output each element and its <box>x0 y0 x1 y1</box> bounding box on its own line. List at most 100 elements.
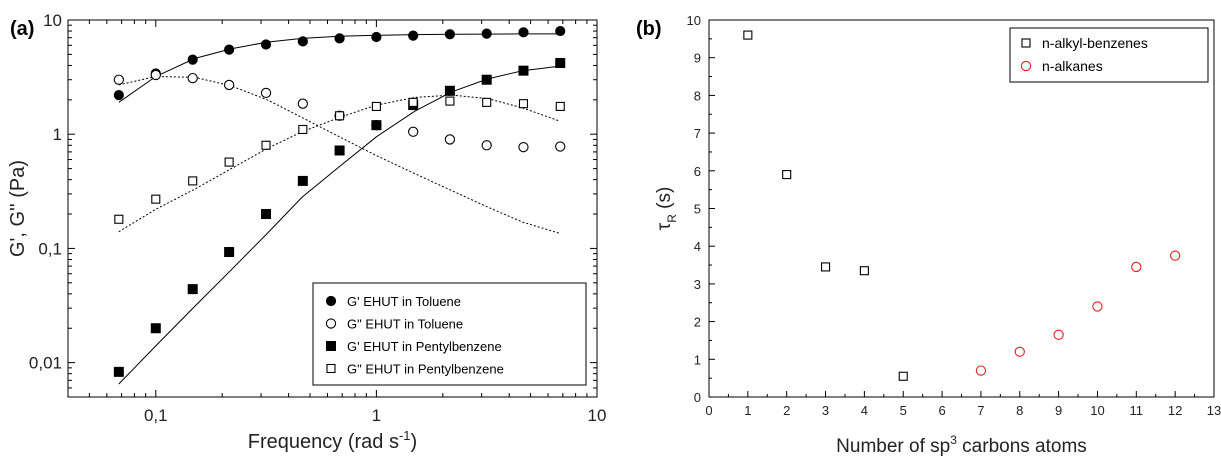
legend-marker <box>326 363 336 374</box>
legend-label: G" EHUT in Pentylbenzene <box>347 362 504 377</box>
y-tick-label: 4 <box>694 239 701 254</box>
legend-marker <box>326 341 336 351</box>
y-axis-label: G', G'' (Pa) <box>7 160 29 257</box>
data-point-series-2 <box>1014 346 1025 357</box>
y-tick-label: 0,01 <box>29 354 62 373</box>
y-tick-label: 6 <box>694 164 701 179</box>
y-tick-label: 0 <box>694 390 701 405</box>
legend-label: n-alkanes <box>1042 58 1103 74</box>
x-tick-label: 10 <box>588 406 607 425</box>
data-point-series-2 <box>113 74 124 85</box>
data-point-series-2 <box>408 126 419 137</box>
legend-marker <box>1021 38 1031 48</box>
chart-panel-a: 0,1 1 10 0,01 0,1 1 10 Frequency (rad s-1) G', G… <box>7 11 606 453</box>
x-axis-label: Number of sp3 carbons atoms <box>836 433 1087 457</box>
data-point-series-4 <box>445 96 455 106</box>
x-tick-label: 0,1 <box>144 406 168 425</box>
data-point-series-1 <box>859 266 869 276</box>
legend-label: n-alkyl-benzenes <box>1042 35 1148 51</box>
fit-line-1 <box>118 33 561 103</box>
y-tick-label: 10 <box>43 11 62 30</box>
data-point-series-1 <box>898 371 908 381</box>
data-point-series-3 <box>444 85 455 96</box>
x-tick-label: 13 <box>1207 403 1221 418</box>
x-axis-label: Frequency (rad s-1) <box>248 428 417 453</box>
data-point-series-1 <box>481 28 492 39</box>
data-point-series-4 <box>151 194 161 204</box>
y-tick-label: 9 <box>694 51 701 66</box>
data-point-series-3 <box>555 58 566 69</box>
data-point-series-3 <box>187 284 198 295</box>
data-point-series-2 <box>555 141 566 152</box>
data-point-series-4 <box>114 214 124 224</box>
x-tick-label: 5 <box>900 403 907 418</box>
x-tick-label: 3 <box>822 403 829 418</box>
y-tick-label: 3 <box>694 277 701 292</box>
data-point-series-2 <box>518 142 529 153</box>
y-tick-label: 1 <box>694 352 701 367</box>
x-tick-label: 11 <box>1130 403 1144 418</box>
data-point-series-4 <box>335 111 345 121</box>
x-tick-label: 12 <box>1168 403 1182 418</box>
data-point-series-1 <box>555 25 566 37</box>
x-tick-label: 4 <box>861 403 868 418</box>
y-axis-label: τR (s) <box>654 187 679 231</box>
x-tick-label: 7 <box>977 403 984 418</box>
data-point-series-4 <box>224 157 234 167</box>
y-tick-label: 5 <box>694 202 701 217</box>
x-tick-label: 9 <box>1055 403 1062 418</box>
x-tick-label: 1 <box>372 406 381 425</box>
data-point-series-3 <box>481 74 492 85</box>
legend-marker <box>325 295 337 307</box>
legend-marker <box>325 318 337 329</box>
data-point-series-4 <box>518 99 529 109</box>
data-point-series-1 <box>297 36 308 47</box>
legend-label: G' EHUT in Toluene <box>347 294 461 309</box>
panel-label: (a) <box>10 18 34 40</box>
y-tick-label: 7 <box>694 126 701 141</box>
x-tick-label: 8 <box>1016 403 1023 418</box>
data-point-series-3 <box>150 323 161 334</box>
y-tick-label: 2 <box>694 315 701 330</box>
x-tick-label: 10 <box>1090 403 1104 418</box>
data-point-series-3 <box>261 209 272 220</box>
data-point-series-4 <box>188 176 198 186</box>
x-tick-label: 2 <box>783 403 790 418</box>
panel-label: (b) <box>636 18 662 40</box>
data-point-series-2 <box>297 98 308 109</box>
legend-label: G' EHUT in Pentylbenzene <box>347 339 502 354</box>
data-point-series-3 <box>297 175 308 186</box>
data-point-series-1 <box>224 44 235 55</box>
x-tick-label: 0 <box>705 403 712 418</box>
x-tick-label: 6 <box>938 403 945 418</box>
data-point-series-1 <box>820 262 831 272</box>
data-point-series-2 <box>150 69 161 81</box>
data-point-series-3 <box>224 247 235 258</box>
legend-label: G" EHUT in Toluene <box>347 317 463 332</box>
data-point-series-2 <box>1170 250 1181 261</box>
x-tick-label: 1 <box>744 403 751 418</box>
data-point-series-2 <box>1053 329 1064 340</box>
data-point-series-1 <box>371 31 382 43</box>
data-point-series-1 <box>408 30 419 41</box>
data-point-series-2 <box>975 365 987 376</box>
data-point-series-4 <box>371 101 381 112</box>
data-point-series-2 <box>223 79 235 91</box>
legend-box <box>1009 27 1209 83</box>
data-point-series-3 <box>371 120 382 131</box>
legend-marker <box>1020 60 1032 72</box>
y-tick-label: 8 <box>694 88 701 103</box>
plot-frame <box>67 19 598 398</box>
data-point-series-1 <box>260 39 272 50</box>
data-point-series-1 <box>743 30 753 40</box>
data-point-series-1 <box>187 54 198 65</box>
data-point-series-1 <box>334 33 345 44</box>
y-tick-label: 1 <box>53 125 62 144</box>
data-point-series-2 <box>1092 301 1103 312</box>
legend-box <box>312 282 587 386</box>
data-point-series-2 <box>260 87 272 99</box>
data-point-series-1 <box>518 27 529 38</box>
data-point-series-1 <box>444 29 456 40</box>
